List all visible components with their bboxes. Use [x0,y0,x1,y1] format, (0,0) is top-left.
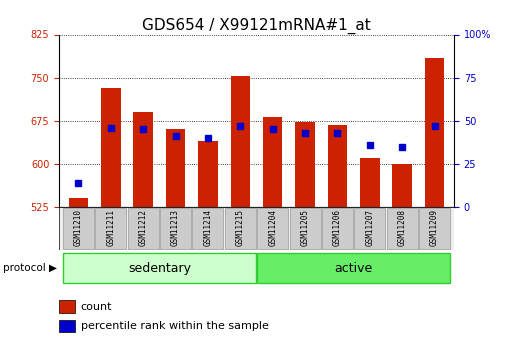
Text: GSM11214: GSM11214 [204,209,212,246]
Bar [425,58,444,207]
FancyBboxPatch shape [59,207,454,250]
Text: GSM11211: GSM11211 [106,209,115,246]
Text: GSM11204: GSM11204 [268,209,277,246]
Text: GSM11208: GSM11208 [398,209,407,246]
FancyBboxPatch shape [63,254,256,283]
Bar [101,88,121,207]
FancyBboxPatch shape [128,208,159,249]
Text: GSM11205: GSM11205 [301,209,309,246]
Bar [360,158,380,207]
FancyBboxPatch shape [354,208,385,249]
Text: GSM11210: GSM11210 [74,209,83,246]
Text: GSM11206: GSM11206 [333,209,342,246]
FancyBboxPatch shape [289,208,321,249]
FancyBboxPatch shape [95,208,126,249]
Bar [198,141,218,207]
Text: active: active [334,262,373,275]
Bar [231,77,250,207]
FancyBboxPatch shape [419,208,450,249]
Text: sedentary: sedentary [128,262,191,275]
FancyBboxPatch shape [257,208,288,249]
FancyBboxPatch shape [192,208,224,249]
FancyBboxPatch shape [63,208,94,249]
Bar [295,122,315,207]
Text: GSM11209: GSM11209 [430,209,439,246]
Bar [263,117,282,207]
Bar [166,129,185,207]
Text: GSM11207: GSM11207 [365,209,374,246]
Bar [133,112,153,207]
Bar [328,125,347,207]
Text: GSM11212: GSM11212 [139,209,148,246]
Text: count: count [81,302,112,312]
Text: GSM11213: GSM11213 [171,209,180,246]
Text: protocol ▶: protocol ▶ [3,263,56,273]
Text: percentile rank within the sample: percentile rank within the sample [81,321,269,331]
FancyBboxPatch shape [225,208,256,249]
Bar [59,320,75,332]
FancyBboxPatch shape [257,254,450,283]
FancyBboxPatch shape [160,208,191,249]
Bar [59,300,75,313]
FancyBboxPatch shape [387,208,418,249]
FancyBboxPatch shape [322,208,353,249]
Bar [69,198,88,207]
Bar [392,164,412,207]
Title: GDS654 / X99121mRNA#1_at: GDS654 / X99121mRNA#1_at [142,18,371,34]
Text: GSM11215: GSM11215 [236,209,245,246]
